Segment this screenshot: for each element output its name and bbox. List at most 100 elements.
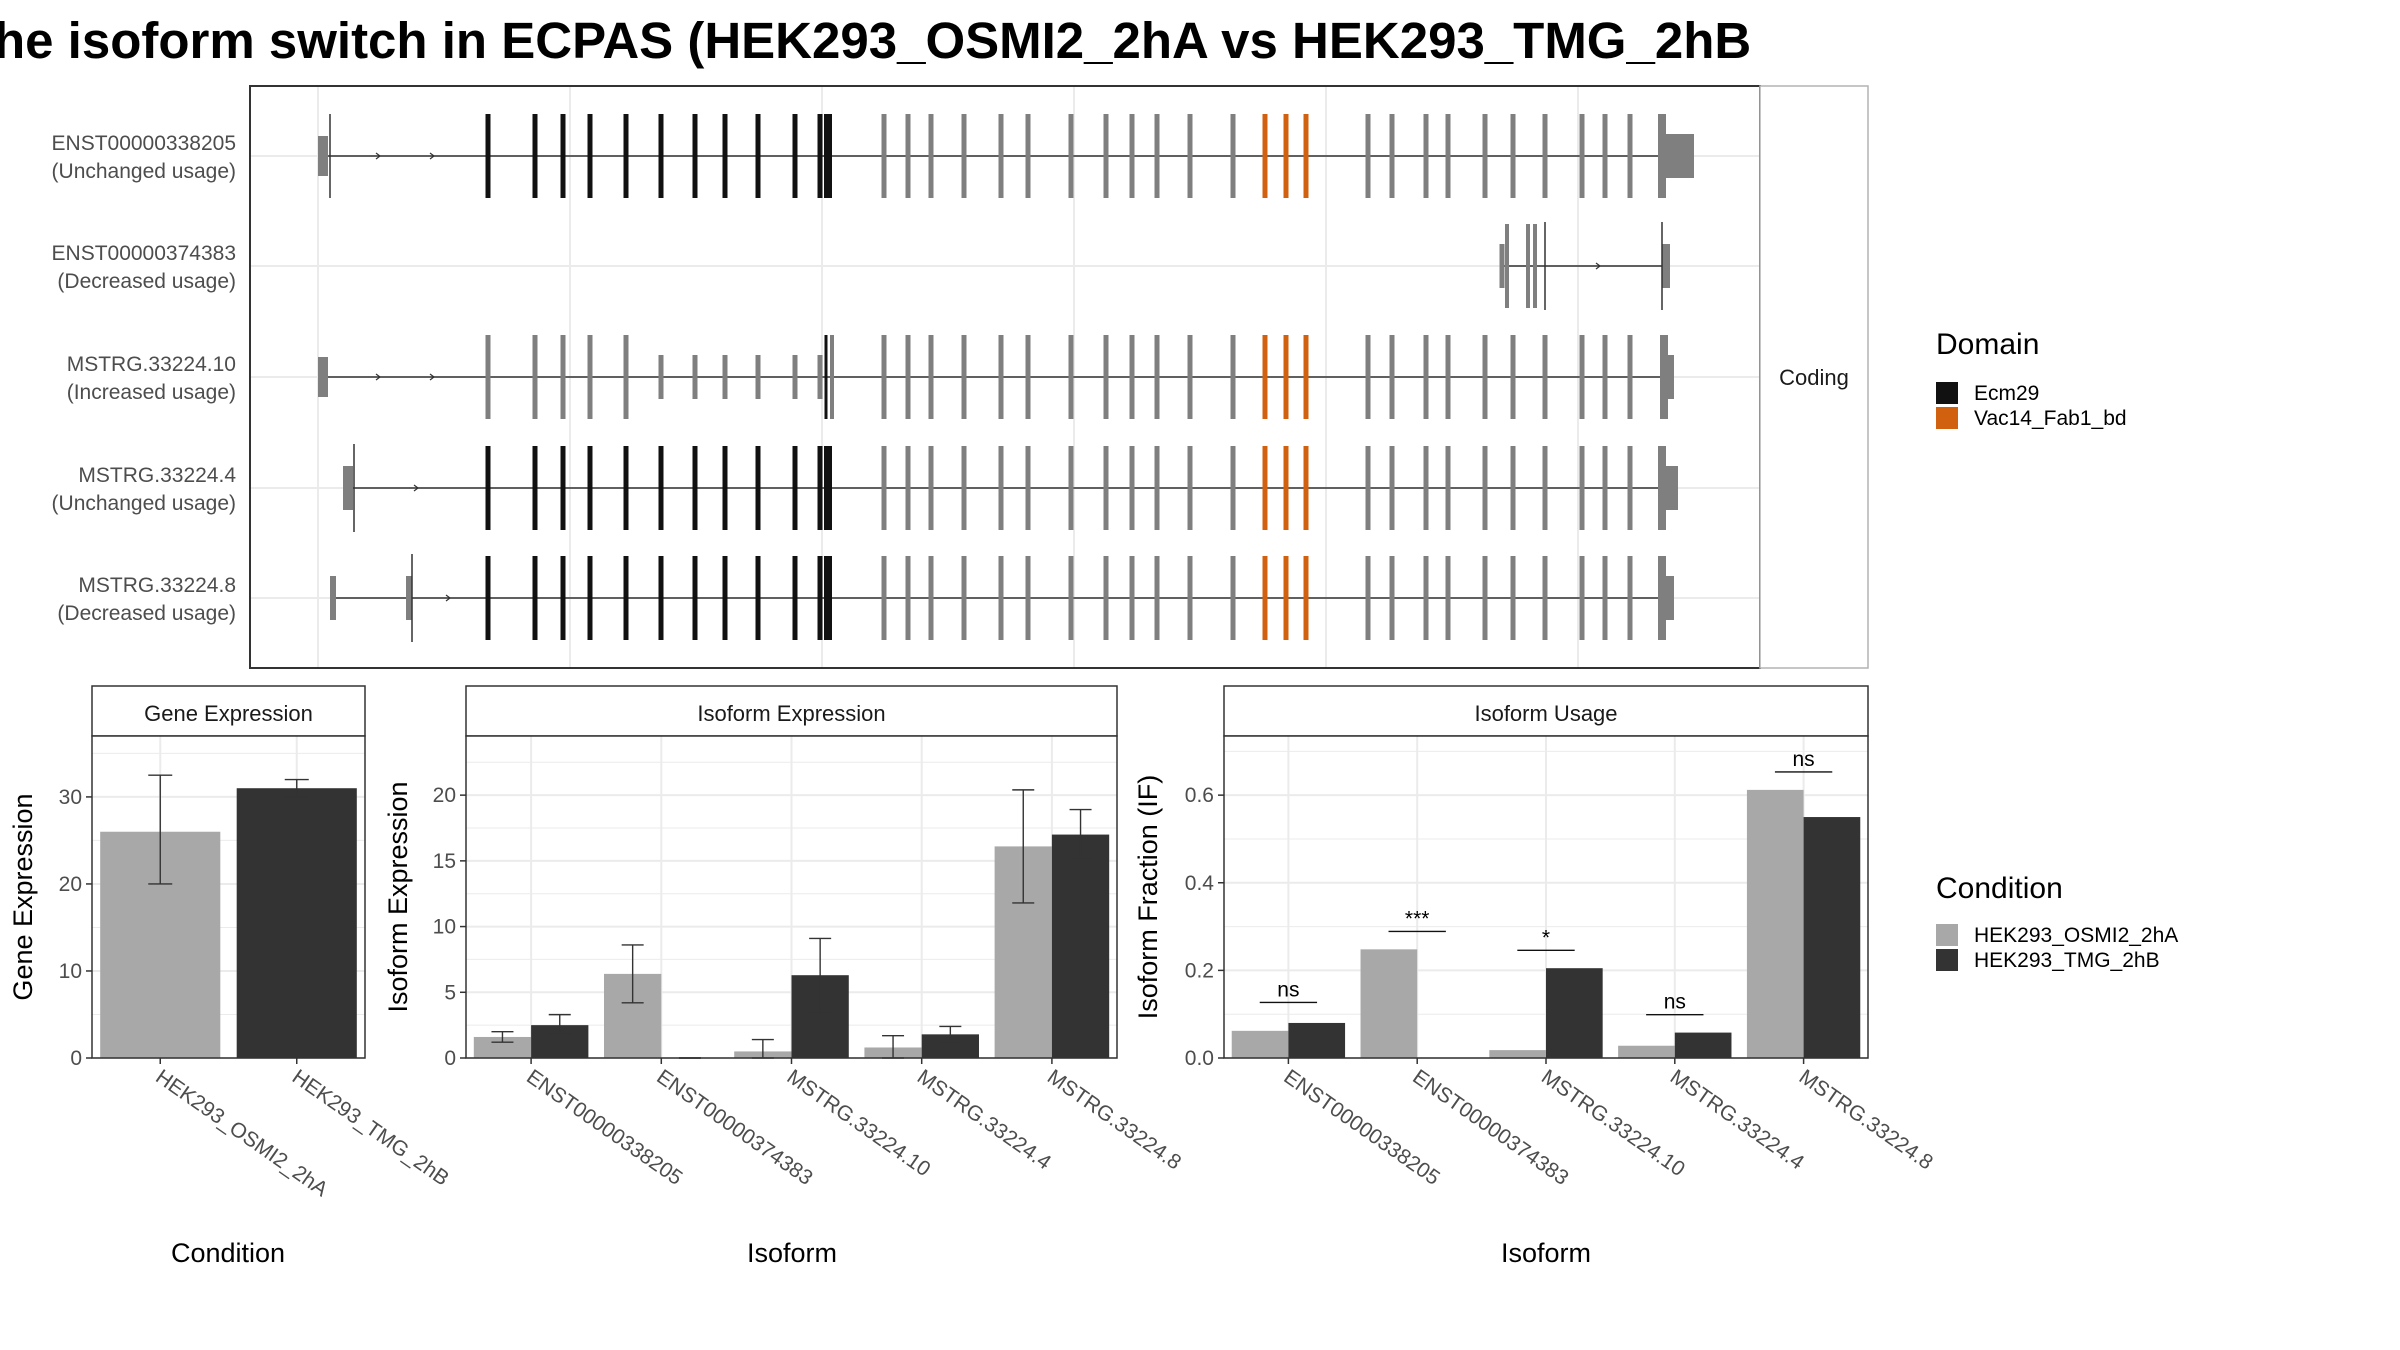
exon [792,114,798,198]
exon [961,114,967,198]
bar [1746,789,1804,1058]
exon [560,446,566,530]
panel-border [91,735,366,1059]
y-axis-title: Isoform Fraction (IF) [1133,775,1163,1020]
exon [1542,114,1548,198]
exon [828,556,832,640]
exon [1283,114,1289,198]
exon [1103,556,1109,640]
y-tick-label: 0.6 [1185,784,1214,807]
exon [532,446,538,530]
exon [1262,556,1268,640]
exon [881,446,887,530]
transcript-usage: (Unchanged usage) [52,160,236,183]
exon [406,576,412,620]
bar [1360,949,1418,1058]
exon [560,335,566,419]
exon [961,556,967,640]
exon [1303,114,1309,198]
exon [1187,556,1193,640]
x-axis-title: Condition [171,1238,285,1268]
exon [755,556,761,640]
y-tick-label: 20 [433,784,456,807]
exon [1187,114,1193,198]
transcript-usage: (Decreased usage) [57,602,236,625]
transcript-name: MSTRG.33224.8 [78,574,236,597]
y-tick-label: 10 [59,960,82,983]
exon [817,556,823,640]
bar [1051,834,1110,1058]
condition-legend-label: HEK293_OSMI2_2hA [1974,924,2178,947]
exon [1129,556,1135,640]
exon [1510,446,1516,530]
exon [1303,446,1309,530]
exon [1283,335,1289,419]
legend-swatch [1936,949,1958,971]
exon [1423,556,1429,640]
panel-strip [91,685,366,737]
exon [1283,446,1289,530]
x-axis-title: Isoform [1501,1238,1591,1268]
bar [236,788,357,1058]
exon [318,357,328,397]
exon [1154,446,1160,530]
exon [1068,556,1074,640]
transcript-name: ENST00000338205 [52,132,236,155]
exon [318,136,328,176]
exon [1025,114,1031,198]
exon [1445,114,1451,198]
exon [623,335,629,419]
exon [961,446,967,530]
exon [928,114,934,198]
direction-arrow [375,152,381,160]
exon [755,355,761,399]
y-tick-label: 30 [59,786,82,809]
y-tick-label: 15 [433,850,456,873]
panel-title: Isoform Usage [1474,701,1617,726]
exon [1365,335,1371,419]
exon [1262,114,1268,198]
exon [658,446,664,530]
exon [998,446,1004,530]
domain-legend-label: Ecm29 [1974,382,2039,405]
exon [658,355,664,399]
exon [587,335,593,419]
exon [817,446,823,530]
exon [1129,114,1135,198]
exon [587,114,593,198]
y-tick-label: 5 [444,981,456,1004]
exon [658,556,664,640]
exon [587,556,593,640]
exon [1482,556,1488,640]
bar [1489,1050,1546,1058]
exon [1627,114,1633,198]
exon [1533,224,1537,308]
exon [1482,335,1488,419]
exon [1154,114,1160,198]
exon [817,114,823,198]
exon [905,114,911,198]
significance-label: * [1542,926,1550,949]
exon [1602,335,1608,419]
domain-legend-title: Domain [1936,328,2039,361]
panel-title: Gene Expression [144,701,313,726]
exon [1658,446,1666,530]
direction-arrow [429,373,435,381]
exon [1510,114,1516,198]
exon [1025,335,1031,419]
exon [1542,556,1548,640]
exon [1423,335,1429,419]
x-tick-label: MSTRG.33224.8 [1043,1065,1185,1174]
exon [998,335,1004,419]
exon [792,556,798,640]
exon [485,556,491,640]
exon [1068,446,1074,530]
exon [792,355,798,399]
exon [1445,446,1451,530]
exon [1365,114,1371,198]
direction-arrow [429,152,435,160]
domain-legend-label: Vac14_Fab1_bd [1974,407,2127,430]
exon [881,556,887,640]
bar [1674,1032,1732,1058]
